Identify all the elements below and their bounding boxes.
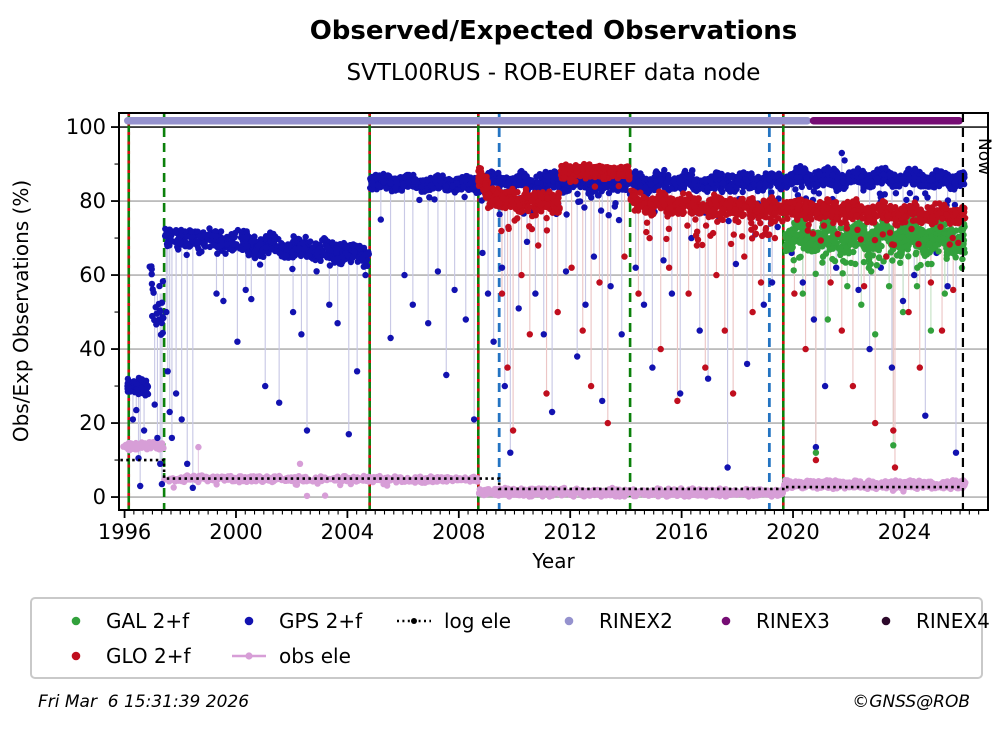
axis-labels: Year Obs/Exp Observations (%) (9, 180, 575, 573)
legend-marker-icon (881, 616, 891, 625)
now-marker: Now (961, 113, 994, 510)
legend-label: RINEX4 (916, 608, 990, 633)
legend-label: GPS 2+f (279, 608, 363, 633)
footer-timestamp: Fri Mar 6 15:31:39 2026 (38, 692, 250, 712)
legend-item-gps-2-f: GPS 2+f (230, 609, 395, 633)
data-points-obs (120, 438, 969, 500)
legend-item-obs-ele: obs ele (230, 644, 395, 668)
bar-rinex3 (809, 117, 963, 125)
bar-rinex2 (124, 117, 812, 125)
legend-marker-icon (397, 617, 431, 624)
legend-marker-icon (244, 616, 254, 625)
now-label: Now (974, 138, 994, 175)
legend-marker-icon (721, 616, 731, 625)
page-title: Observed/Expected Observations (309, 16, 798, 46)
legend-marker-icon (71, 616, 81, 625)
legend-item-gal-2-f: GAL 2+f (57, 609, 230, 633)
data-points-glo (475, 160, 969, 471)
legend-item-rinex4: RINEX4 (867, 609, 990, 633)
x-axis-label: Year (531, 549, 575, 573)
plot-frame (118, 112, 989, 511)
y-axis-label: Obs/Exp Observations (%) (9, 180, 33, 442)
legend-label: GAL 2+f (106, 608, 190, 633)
axis-ticks: 1996 2000 2004 2008 2012 2016 2020 202402040608… (66, 115, 980, 544)
legend-marker-icon (564, 616, 574, 625)
legend-marker-icon (232, 651, 266, 660)
legend-label: obs ele (279, 643, 351, 668)
legend-marker-icon (71, 651, 81, 660)
page-subtitle: SVTL00RUS - ROB-EUREF data node (346, 60, 761, 86)
footer-copyright: ©GNSS@ROB (852, 692, 970, 712)
legend-item-rinex3: RINEX3 (707, 609, 867, 633)
legend-item-glo-2-f: GLO 2+f (57, 644, 230, 668)
legend-label: RINEX3 (756, 608, 830, 633)
data-points-gps (124, 149, 968, 491)
legend-item-log-ele: log ele (395, 609, 550, 633)
legend-item-rinex2: RINEX2 (550, 609, 707, 633)
legend: GAL 2+f GPS 2+f log ele RINEX2 RINEX3 RINEX4 G… (30, 597, 990, 679)
rinex-bars (124, 117, 963, 125)
legend-label: GLO 2+f (106, 643, 191, 668)
legend-label: RINEX2 (599, 608, 673, 633)
log-ele-line (120, 458, 963, 491)
legend-label: log ele (444, 608, 512, 633)
